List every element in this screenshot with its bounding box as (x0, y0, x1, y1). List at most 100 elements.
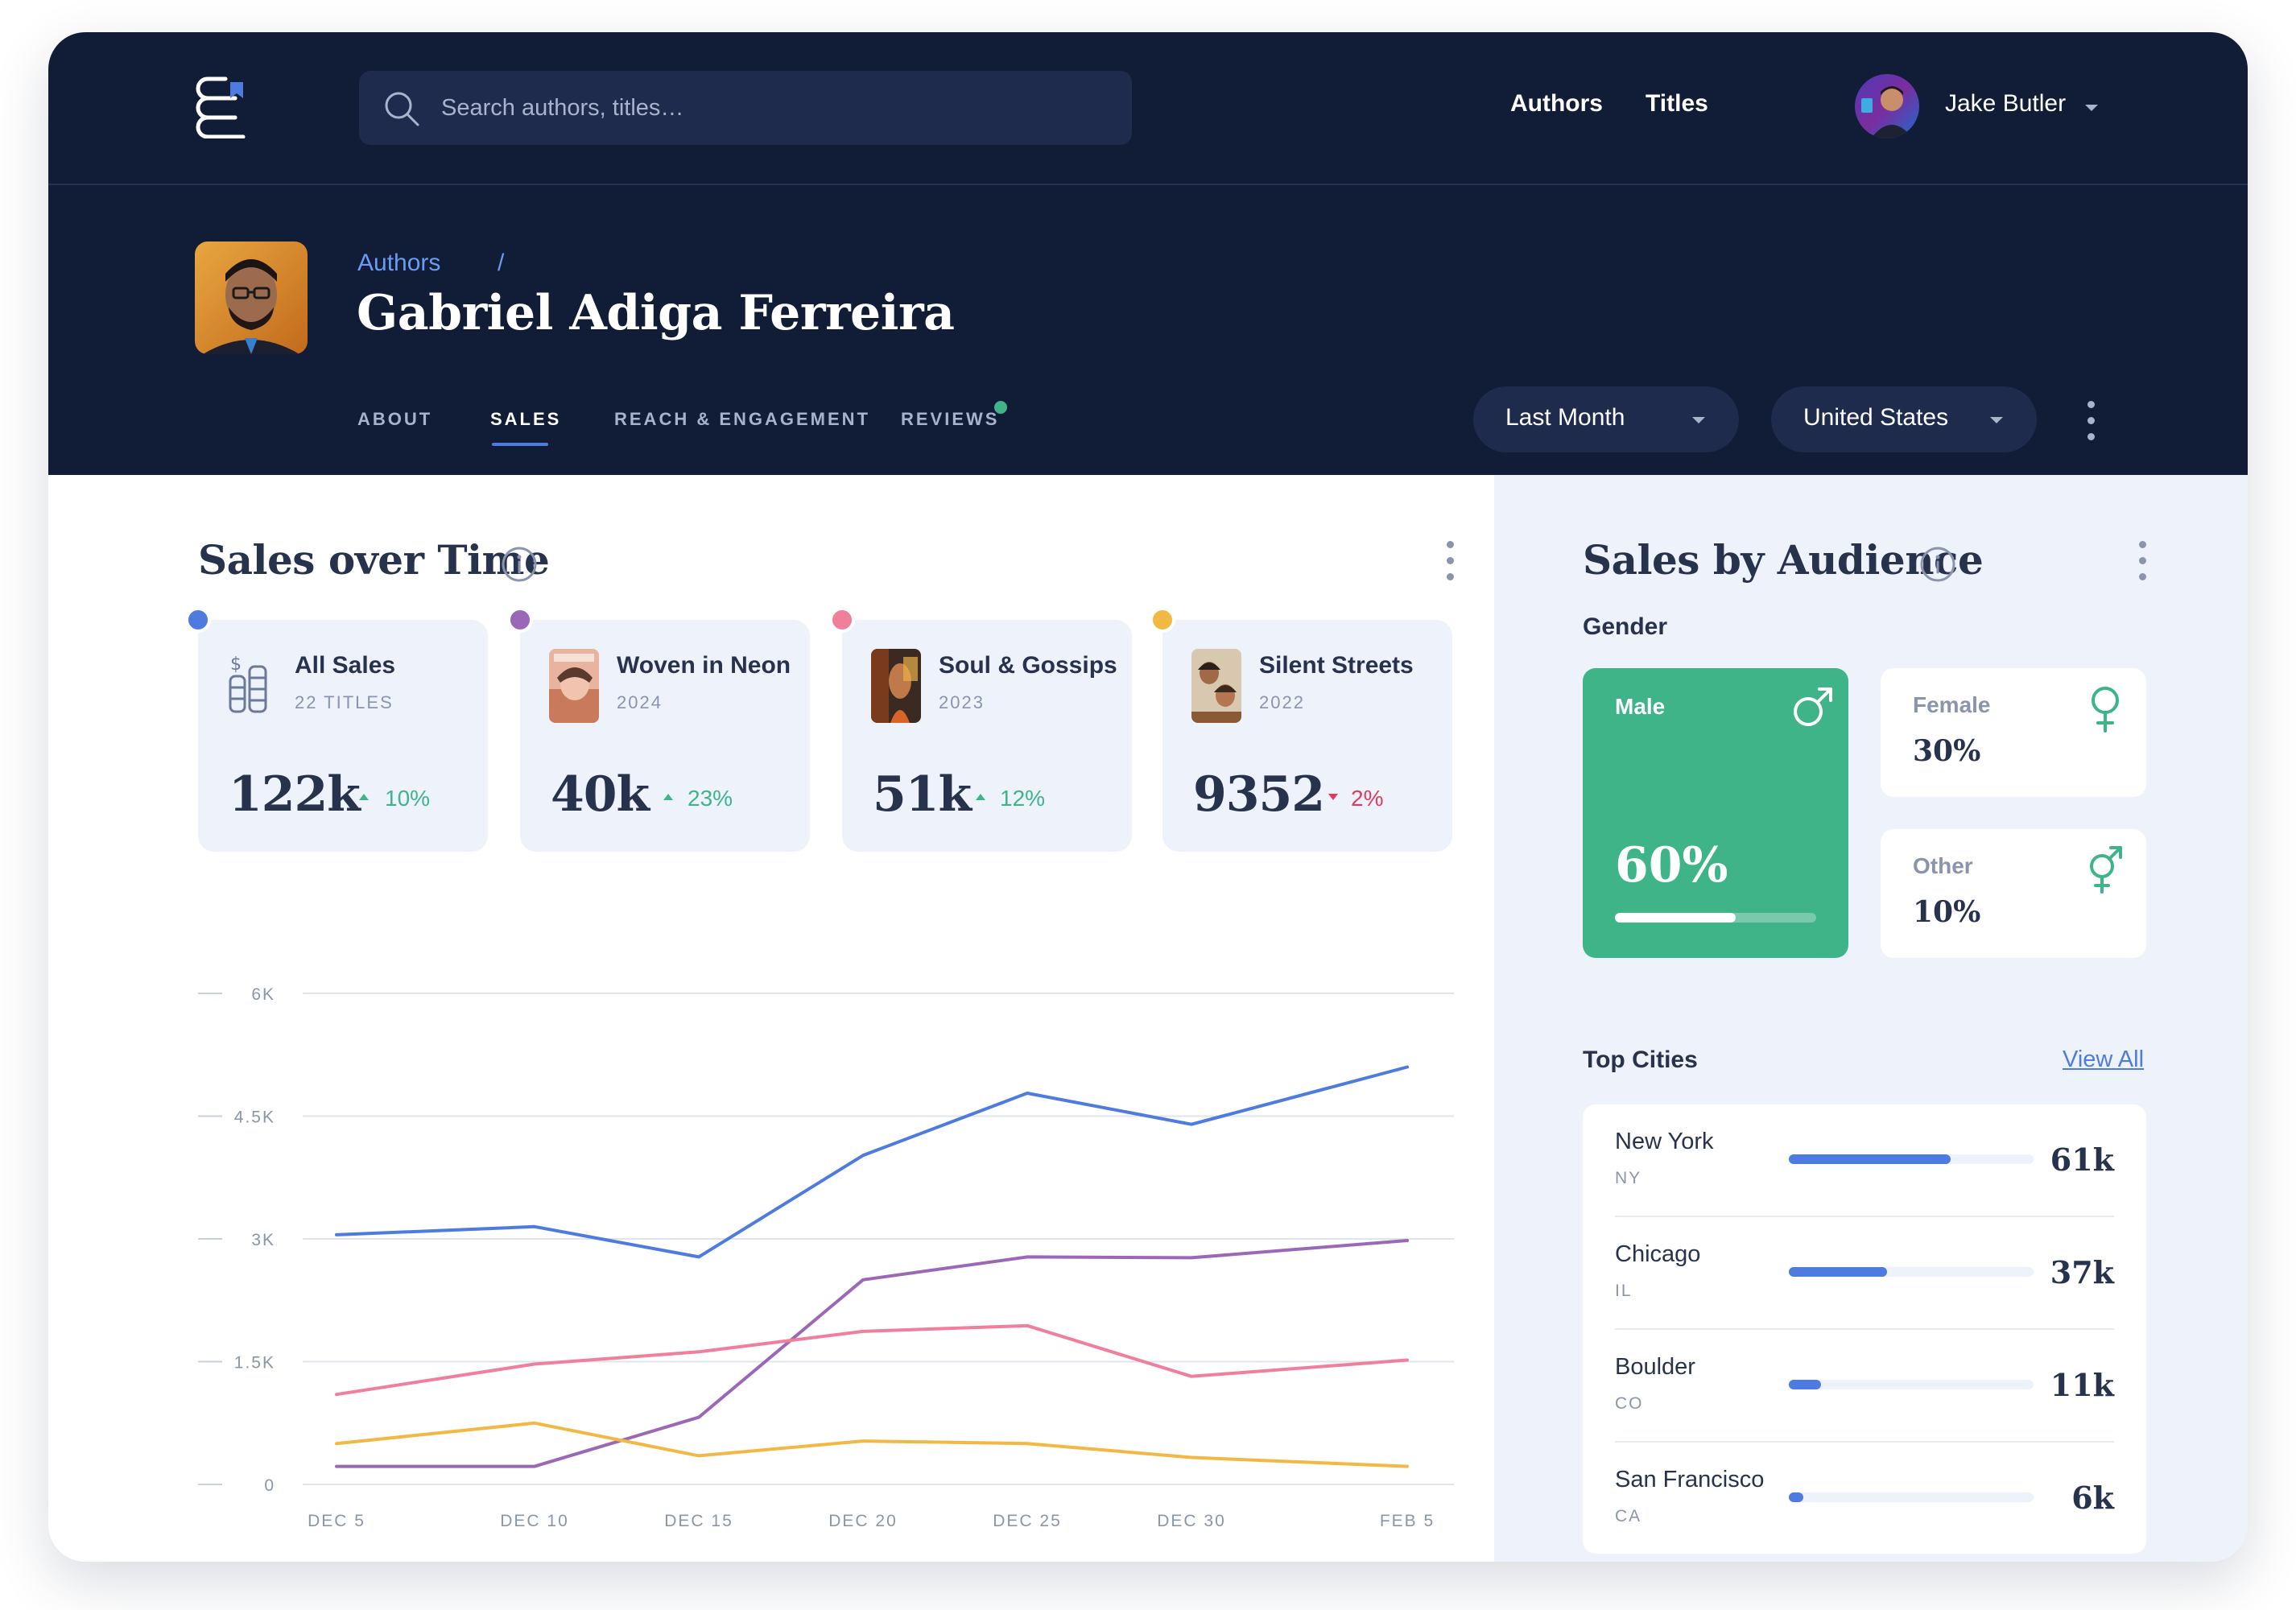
series-color-dot (1150, 607, 1175, 633)
book-cover-icon (549, 649, 599, 723)
city-state: CA (1615, 1507, 1642, 1525)
gender-card-other[interactable]: Other 10% (1881, 829, 2146, 958)
gender-card-label: Male (1615, 694, 1666, 719)
gender-label: Gender (1583, 613, 1668, 640)
trend-up-icon (976, 794, 985, 800)
city-row-san-francisco[interactable]: San Francisco CA 6k (1615, 1443, 2114, 1555)
city-value: 61k (2050, 1141, 2114, 1178)
series-color-dot (829, 607, 855, 633)
card-value: 51k (873, 766, 972, 823)
city-share-bar-fill (1789, 1380, 1821, 1389)
top-cities-label: Top Cities (1583, 1046, 1698, 1073)
card-change: 10% (385, 786, 431, 811)
top-navigation-bar: Authors Titles Jake Butler (48, 32, 2248, 185)
app-logo-icon[interactable] (193, 74, 250, 138)
x-tick-label: FEB 5 (1380, 1512, 1435, 1530)
series-color-dot (507, 607, 533, 633)
more-options-icon[interactable] (2085, 399, 2096, 443)
page-title: Gabriel Adiga Ferreira (357, 285, 955, 341)
city-row-new-york[interactable]: New York NY 61k (1615, 1104, 2114, 1217)
x-tick-label: DEC 25 (993, 1512, 1062, 1530)
y-tick-label: 3K (251, 1231, 275, 1249)
header: Authors Titles Jake Butler (48, 32, 2248, 475)
gender-card-female[interactable]: Female 30% (1881, 668, 2146, 797)
card-subtitle: 2023 (939, 692, 985, 712)
card-title: Woven in Neon (617, 652, 791, 679)
app-window: Authors Titles Jake Butler (48, 32, 2248, 1562)
sales-card-silent-streets[interactable]: Silent Streets 2022 9352 2% (1150, 607, 1452, 852)
chevron-down-icon[interactable] (2083, 103, 2100, 113)
info-icon[interactable] (501, 546, 538, 583)
tab-reviews[interactable]: REVIEWS (901, 409, 1000, 429)
city-value: 11k (2050, 1367, 2114, 1403)
x-tick-label: DEC 15 (664, 1512, 733, 1530)
user-avatar[interactable] (1855, 74, 1919, 138)
trend-up-icon (359, 794, 369, 800)
author-photo (195, 242, 308, 354)
male-icon (1794, 687, 1832, 726)
search-bar[interactable] (359, 71, 1132, 145)
city-share-bar-fill (1789, 1154, 1951, 1164)
city-value: 6k (2071, 1480, 2114, 1516)
nav-titles-link[interactable]: Titles (1646, 90, 1708, 117)
card-title: Soul & Gossips (939, 652, 1117, 679)
chevron-down-icon (1990, 417, 2003, 423)
sales-card-all[interactable]: $ All Sales 22 TITLES 122k 10% (185, 607, 488, 852)
chevron-down-icon (1692, 417, 1705, 423)
city-name: San Francisco (1615, 1467, 1765, 1492)
card-change: 12% (1000, 786, 1046, 811)
tab-about[interactable]: ABOUT (357, 409, 433, 429)
x-tick-label: DEC 30 (1157, 1512, 1226, 1530)
more-options-icon[interactable] (2137, 539, 2148, 583)
tab-sales[interactable]: SALES (490, 409, 562, 429)
user-name[interactable]: Jake Butler (1945, 90, 2067, 117)
top-cities-list: New York NY 61k Chicago IL 37k Boulder C… (1583, 1104, 2146, 1554)
period-dropdown[interactable]: Last Month (1473, 386, 1739, 452)
card-subtitle: 22 TITLES (295, 692, 394, 712)
book-cover-icon (871, 649, 921, 723)
city-row-boulder[interactable]: Boulder CO 11k (1615, 1330, 2114, 1443)
city-row-chicago[interactable]: Chicago IL 37k (1615, 1217, 2114, 1330)
female-icon (2092, 687, 2119, 733)
gender-card-value: 30% (1913, 734, 1981, 768)
sales-card-soul-and-gossips[interactable]: Soul & Gossips 2023 51k 12% (829, 607, 1132, 852)
series-line-2 (335, 1239, 1409, 1468)
card-value: 9352 (1193, 766, 1325, 823)
trend-down-icon (1328, 794, 1338, 800)
y-tick-label: 1.5K (234, 1354, 275, 1373)
male-share-bar-fill (1615, 913, 1736, 923)
breadcrumb[interactable]: Authors (357, 250, 441, 276)
city-state: CO (1615, 1394, 1644, 1413)
info-icon[interactable] (1919, 546, 1956, 583)
x-tick-label: DEC 5 (308, 1512, 365, 1530)
card-title: Silent Streets (1259, 652, 1414, 679)
active-tab-indicator (492, 443, 548, 446)
search-input[interactable] (441, 71, 1101, 145)
view-all-link[interactable]: View All (2063, 1046, 2145, 1072)
card-subtitle: 2022 (1259, 692, 1305, 712)
gender-card-male[interactable]: Male 60% (1583, 668, 1848, 958)
transgender-icon (2090, 846, 2122, 894)
tab-reach-engagement[interactable]: REACH & ENGAGEMENT (614, 409, 871, 429)
male-share-bar (1615, 913, 1816, 923)
city-name: New York (1615, 1129, 1714, 1154)
city-share-bar-fill (1789, 1492, 1804, 1502)
period-dropdown-label: Last Month (1505, 404, 1625, 431)
x-tick-label: DEC 10 (500, 1512, 569, 1530)
city-name: Boulder (1615, 1354, 1695, 1380)
sales-card-woven-in-neon[interactable]: Woven in Neon 2024 40k 23% (507, 607, 810, 852)
more-options-icon[interactable] (1444, 539, 1456, 583)
trend-up-icon (663, 794, 673, 800)
series-color-dot (185, 607, 211, 633)
card-value: 122k (229, 766, 361, 823)
city-name: Chicago (1615, 1241, 1701, 1267)
divider (1615, 1328, 2114, 1330)
nav-authors-link[interactable]: Authors (1510, 90, 1603, 117)
card-value: 40k (551, 766, 650, 823)
gender-card-value: 60% (1615, 837, 1728, 894)
divider (1615, 1216, 2114, 1217)
coins-icon: $ (229, 654, 267, 713)
region-dropdown[interactable]: United States (1771, 386, 2037, 452)
series-line-3 (335, 1323, 1409, 1397)
sales-by-audience-panel: Sales by Audience Gender Male 60% (1494, 475, 2248, 1562)
